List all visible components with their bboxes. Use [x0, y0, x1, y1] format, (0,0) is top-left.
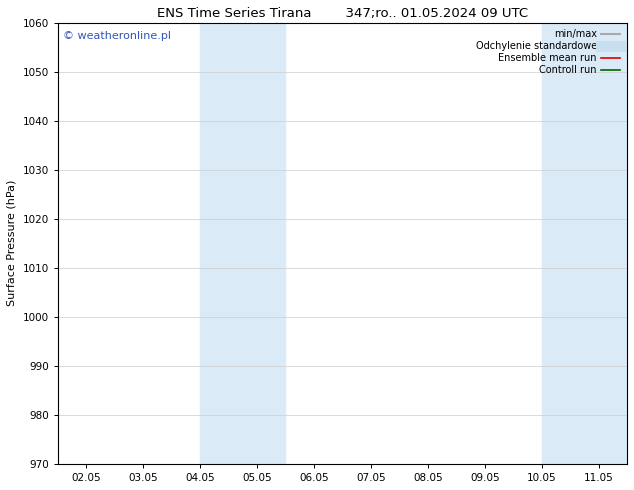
Text: © weatheronline.pl: © weatheronline.pl	[63, 31, 171, 41]
Bar	[200, 23, 285, 464]
Y-axis label: Surface Pressure (hPa): Surface Pressure (hPa)	[7, 180, 17, 306]
Legend: min/max, Odchylenie standardowe, Ensemble mean run, Controll run: min/max, Odchylenie standardowe, Ensembl…	[474, 27, 622, 77]
Title: ENS Time Series Tirana        347;ro.. 01.05.2024 09 UTC: ENS Time Series Tirana 347;ro.. 01.05.20…	[157, 7, 528, 20]
Bar	[541, 23, 627, 464]
